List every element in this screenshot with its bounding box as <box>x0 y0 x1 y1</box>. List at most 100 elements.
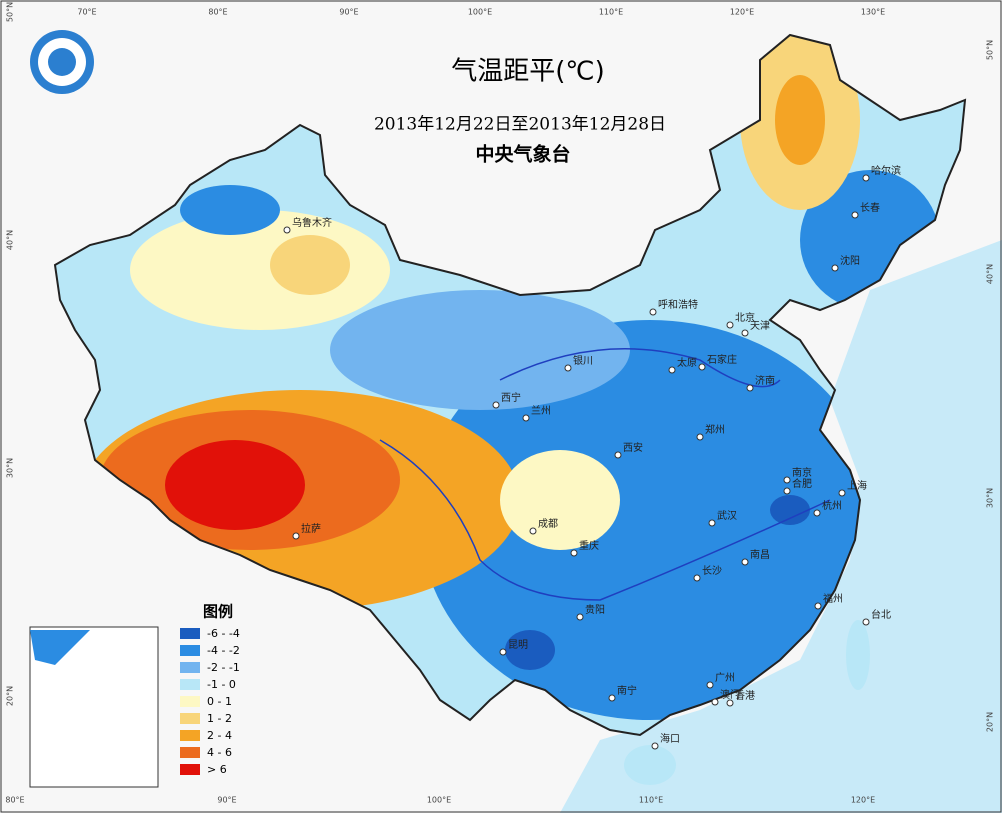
city-label: 成都 <box>538 518 558 530</box>
city-label: 长沙 <box>702 565 722 577</box>
inset-land <box>30 630 90 665</box>
city-label: 上海 <box>847 479 867 492</box>
legend-swatch <box>180 628 200 639</box>
legend-swatch <box>180 764 200 775</box>
city-label: 天津 <box>750 320 770 332</box>
city-label: 哈尔滨 <box>871 164 901 177</box>
city-marker <box>608 694 616 702</box>
city-label: 重庆 <box>579 539 599 552</box>
city-marker <box>831 264 839 272</box>
legend-label: 2 - 4 <box>207 729 232 742</box>
legend-label: -4 - -2 <box>207 644 240 657</box>
legend-swatch <box>180 696 200 707</box>
city-marker <box>838 489 846 497</box>
graticule-label: 40°N <box>986 264 995 284</box>
city-label: 郑州 <box>705 423 725 436</box>
city-label: 西安 <box>623 441 643 454</box>
graticule-label: 70°E <box>77 8 96 17</box>
graticule-label: 110°E <box>599 8 623 17</box>
graticule-label: 90°E <box>217 796 236 805</box>
city-label: 贵阳 <box>585 603 605 616</box>
city-marker <box>576 613 584 621</box>
rivers <box>379 348 831 601</box>
graticule-label: 40°N <box>6 230 15 250</box>
subtitle: 2013年12月22日至2013年12月28日 <box>374 115 666 135</box>
city-marker <box>522 414 530 422</box>
city-marker <box>283 226 291 234</box>
legend-label: > 6 <box>207 763 227 776</box>
city-marker <box>814 602 822 610</box>
legend-swatch <box>180 713 200 724</box>
city-marker <box>708 519 716 527</box>
graticule-label: 50°N <box>986 40 995 60</box>
city-label: 银川 <box>573 354 593 367</box>
city-marker <box>862 618 870 626</box>
legend-label: -2 - -1 <box>207 661 240 674</box>
city-label: 香港 <box>735 690 755 702</box>
city-label: 武汉 <box>717 509 737 522</box>
graticule-label: 100°E <box>427 796 451 805</box>
city-label: 杭州 <box>822 499 842 512</box>
city-marker <box>783 487 791 495</box>
graticule-label: 130°E <box>861 8 885 17</box>
city-label: 昆明 <box>508 639 528 651</box>
city-label: 南宁 <box>617 684 637 697</box>
city-marker <box>726 321 734 329</box>
sea <box>560 240 1002 813</box>
city-marker <box>706 681 714 689</box>
legend-label: 1 - 2 <box>207 712 232 725</box>
city-label: 乌鲁木齐 <box>292 216 332 229</box>
city-marker <box>783 476 791 484</box>
graticule-label: 90°E <box>339 8 358 17</box>
city-label: 北京 <box>735 311 755 324</box>
city-label: 澳门 <box>720 688 740 701</box>
legend-title: 图例 <box>203 603 233 621</box>
city-label: 呼和浩特 <box>658 299 698 311</box>
city-label: 兰州 <box>531 404 551 417</box>
city-marker <box>741 558 749 566</box>
graticule-label: 20°N <box>986 712 995 732</box>
legend-swatch <box>180 679 200 690</box>
city-marker <box>693 574 701 582</box>
graticule-label: 50°N <box>6 2 15 22</box>
city-label: 海口 <box>660 732 680 745</box>
city-label: 广州 <box>715 672 735 684</box>
graticule-label: 80°E <box>208 8 227 17</box>
legend-label: -6 - -4 <box>207 627 240 640</box>
legend-swatch <box>180 662 200 673</box>
legend-swatch <box>180 645 200 656</box>
logo <box>30 30 94 94</box>
graticule-label: 30°N <box>6 458 15 478</box>
city-label: 西宁 <box>501 391 521 404</box>
city-marker <box>564 364 572 372</box>
graticule-label: 120°E <box>851 796 875 805</box>
city-marker <box>292 532 300 540</box>
city-marker <box>651 742 659 750</box>
city-marker <box>813 509 821 517</box>
legend-swatch <box>180 730 200 741</box>
city-marker <box>862 174 870 182</box>
city-marker <box>711 698 719 706</box>
city-label: 台北 <box>871 608 891 621</box>
graticule-label: 30°N <box>986 488 995 508</box>
city-label: 合肥 <box>792 477 812 490</box>
graticule-label: 20°N <box>6 686 15 706</box>
legend-label: 0 - 1 <box>207 695 232 708</box>
city-marker <box>492 401 500 409</box>
legend-swatch <box>180 747 200 758</box>
city-marker <box>649 308 657 316</box>
city-marker <box>741 329 749 337</box>
city-label: 南昌 <box>750 548 770 561</box>
title: 气温距平(℃) <box>451 57 605 87</box>
graticule-label: 120°E <box>730 8 754 17</box>
city-label: 福州 <box>823 592 843 605</box>
graticule-label: 80°E <box>5 796 24 805</box>
city-marker <box>499 648 507 656</box>
graticule-label: 110°E <box>639 796 663 805</box>
city-marker <box>570 549 578 557</box>
city-label: 拉萨 <box>301 522 321 535</box>
city-marker <box>668 366 676 374</box>
city-marker <box>726 699 734 707</box>
